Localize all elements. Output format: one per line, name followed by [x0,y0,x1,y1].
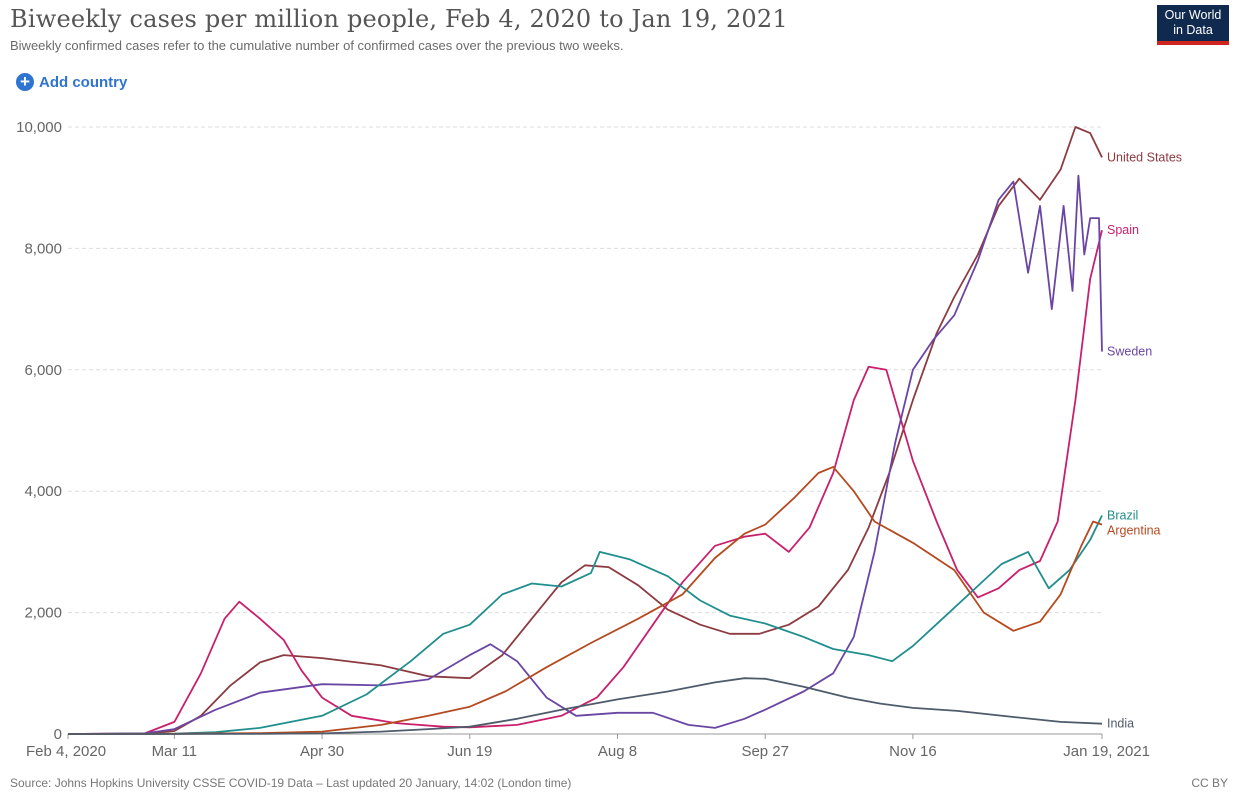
y-tick-label: 8,000 [24,240,62,257]
y-tick-label: 4,000 [24,483,62,500]
y-tick-label: 0 [54,726,62,743]
x-tick-label: Mar 11 [152,743,198,760]
x-tick-label: Jan 19, 2021 [1063,743,1150,760]
series-label-argentina: Argentina [1107,523,1161,537]
logo-line-1: Our World [1164,8,1222,22]
x-tick-label: Sep 27 [741,743,789,760]
y-tick-label: 2,000 [24,605,62,622]
chart-title: Biweekly cases per million people, Feb 4… [10,5,788,33]
series-line-united-states [67,126,1103,735]
logo-line-2: in Data [1173,23,1213,37]
series-line-india [67,677,1103,735]
source-note: Source: Johns Hopkins University CSSE CO… [10,776,572,790]
series-label-sweden: Sweden [1107,345,1152,359]
series-line-argentina [67,466,1103,735]
add-country-label: Add country [39,73,128,91]
x-tick-label: Aug 8 [598,743,637,760]
x-tick-label: Apr 30 [300,743,344,760]
y-tick-label: 6,000 [24,362,62,379]
series-label-brazil: Brazil [1107,508,1138,522]
plus-circle-icon: + [16,73,34,91]
series-label-united-states: United States [1107,150,1182,164]
add-country-button[interactable]: + Add country [16,73,127,91]
owid-logo[interactable]: Our World in Data [1157,5,1229,45]
y-tick-label: 10,000 [16,119,62,136]
series-line-sweden [67,174,1103,735]
series-label-india: India [1107,717,1134,731]
license-link[interactable]: CC BY [1191,776,1228,790]
x-tick-label: Feb 4, 2020 [26,743,106,760]
series-line-brazil [67,515,1103,735]
chart-subtitle: Biweekly confirmed cases refer to the cu… [10,38,624,53]
series-label-spain: Spain [1107,223,1139,237]
series-line-spain [67,229,1103,735]
x-tick-label: Jun 19 [447,743,492,760]
x-tick-label: Nov 16 [889,743,937,760]
